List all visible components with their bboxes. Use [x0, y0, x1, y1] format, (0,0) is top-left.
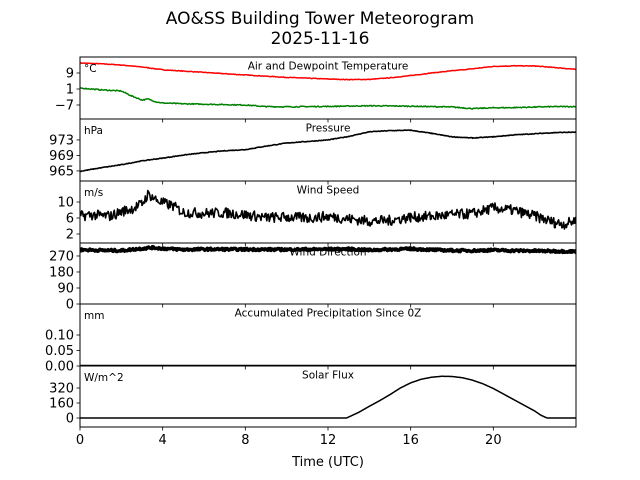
series-line-temp-0	[80, 62, 576, 81]
unit-label-temp: °C	[84, 63, 97, 75]
y-tick-label-wind_direction: 0	[66, 298, 74, 313]
y-tick-label-solar: 320	[49, 382, 74, 397]
y-tick-label-pressure: 965	[49, 164, 74, 179]
y-tick-label-precip: 0.00	[45, 360, 74, 375]
y-tick-label-wind_direction: 270	[49, 249, 74, 264]
panel-title-precip: Accumulated Precipitation Since 0Z	[235, 308, 422, 320]
y-tick-label-pressure: 973	[49, 133, 74, 148]
panel-title-wind_direction: Wind Direction	[289, 247, 366, 259]
y-tick-label-precip: 0.10	[45, 329, 74, 344]
y-tick-label-wind_direction: 90	[57, 281, 74, 296]
x-axis: 0 4 8 12 16 20	[76, 433, 502, 448]
unit-label-solar: W/m^2	[84, 372, 124, 384]
y-tick-label-temp: 1	[66, 83, 74, 98]
unit-label-precip: mm	[84, 310, 104, 322]
series-line-wind_speed-0	[80, 189, 576, 230]
panel-temp: 91−7 Air and Dewpoint Temperature °C	[55, 56, 577, 123]
panel-precip: 0.100.050.00 Accumulated Precipitation Si…	[45, 303, 577, 375]
series-line-solar-0	[80, 375, 576, 419]
panel-title-temp: Air and Dewpoint Temperature	[248, 61, 409, 73]
x-tick-label: 4	[159, 433, 167, 448]
panel-title-solar: Solar Flux	[302, 370, 354, 382]
y-tick-label-temp: 9	[66, 67, 74, 82]
chart-title: AO&SS Building Tower Meteorogram	[166, 9, 474, 29]
series-line-temp-1	[80, 86, 576, 110]
series-line-wind_direction-0	[80, 244, 576, 255]
unit-label-pressure: hPa	[84, 125, 103, 137]
y-tick-label-pressure: 969	[49, 149, 74, 164]
y-tick-label-wind_speed: 6	[66, 212, 74, 227]
x-tick-label: 12	[320, 433, 337, 448]
y-tick-label-solar: 160	[49, 397, 74, 412]
panels: 91−7 Air and Dewpoint Temperature °C 973969…	[45, 56, 577, 431]
panel-title-pressure: Pressure	[306, 123, 351, 135]
y-tick-label-solar: 0	[66, 412, 74, 427]
panel-title-wind_speed: Wind Speed	[297, 185, 360, 197]
y-tick-label-wind_direction: 180	[49, 265, 74, 280]
y-tick-label-temp: −7	[55, 99, 74, 114]
chart-subtitle: 2025-11-16	[271, 29, 370, 49]
y-tick-label-wind_speed: 2	[66, 228, 74, 243]
x-tick-label: 16	[402, 433, 419, 448]
x-tick-label: 0	[76, 433, 84, 448]
y-tick-label-precip: 0.05	[45, 344, 74, 359]
y-tick-label-wind_speed: 10	[57, 196, 74, 211]
unit-label-wind_speed: m/s	[84, 187, 103, 199]
x-axis-label: Time (UTC)	[291, 455, 364, 470]
x-tick-label: 8	[241, 433, 249, 448]
series-line-pressure-0	[80, 129, 576, 173]
x-tick-label: 20	[485, 433, 502, 448]
